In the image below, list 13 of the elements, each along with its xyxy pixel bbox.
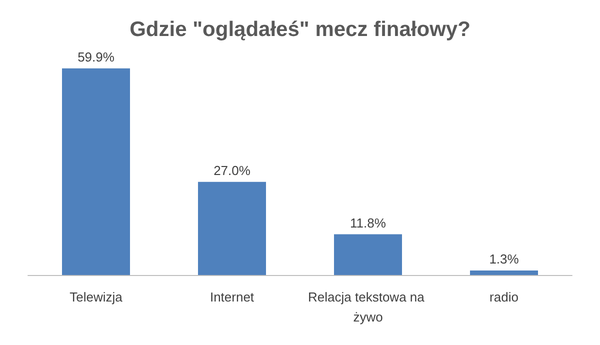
data-label: 11.8% (350, 215, 386, 230)
x-tick-label: Internet (210, 290, 254, 304)
bar (470, 270, 538, 275)
bar (62, 68, 130, 275)
data-label: 27.0% (214, 162, 251, 178)
x-tick-label: Telewizja (70, 290, 124, 304)
bar (198, 182, 266, 275)
data-label: 59.9% (78, 49, 115, 64)
bar (334, 234, 402, 275)
chart-title: Gdzie "oglądałeś" mecz finałowy? (130, 18, 470, 41)
x-tick-label: Relacja tekstowa na żywo (308, 290, 428, 324)
data-label: 1.3% (489, 252, 520, 267)
x-tick-label: radio (490, 290, 518, 304)
